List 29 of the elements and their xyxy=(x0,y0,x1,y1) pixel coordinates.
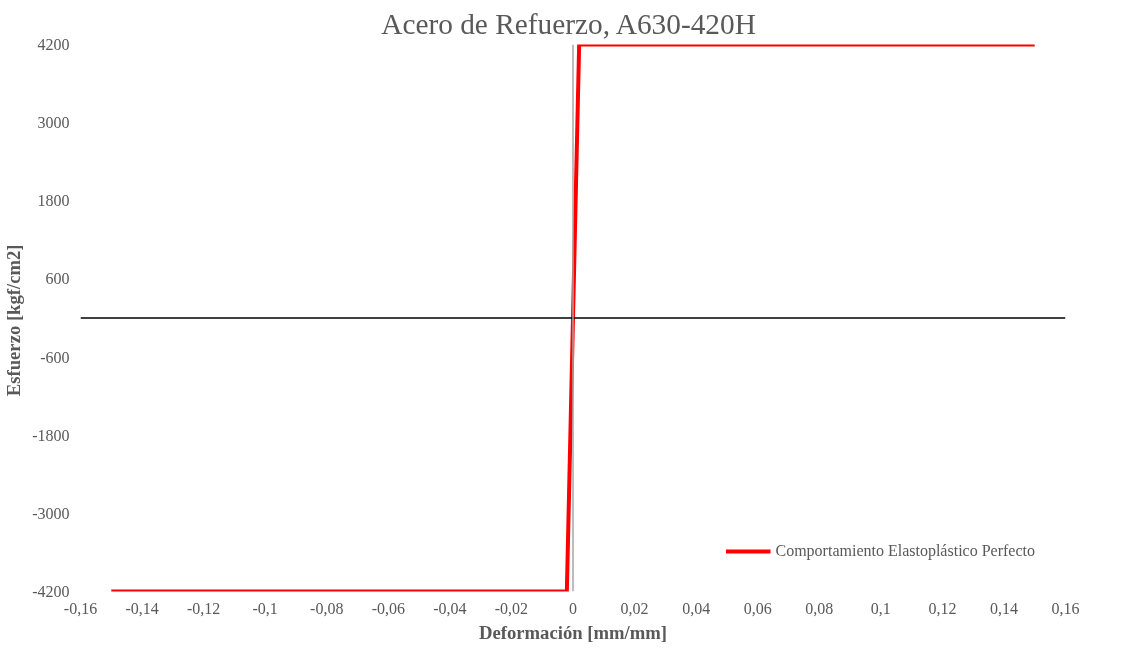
x-tick-label: -0,16 xyxy=(63,599,98,617)
y-tick-label: 1800 xyxy=(37,192,70,210)
x-tick-label: 0 xyxy=(569,599,577,617)
y-tick-label: 4200 xyxy=(37,36,70,53)
x-tick-label: -0,06 xyxy=(371,599,405,617)
y-tick-label: 3000 xyxy=(37,114,70,132)
chart-title: Acero de Refuerzo, A630-420H xyxy=(381,7,756,40)
x-tick-label: -0,02 xyxy=(494,599,529,617)
x-tick-label: -0,12 xyxy=(186,599,221,617)
x-tick-label: -0,08 xyxy=(310,599,344,617)
y-tick-label: 600 xyxy=(45,270,70,288)
x-tick-label: 0,06 xyxy=(743,599,772,617)
x-tick-label: 0,14 xyxy=(989,599,1018,617)
x-tick-label: -0,04 xyxy=(433,599,467,617)
y-tick-label: -3000 xyxy=(32,504,70,522)
x-tick-label: 0,04 xyxy=(682,599,711,617)
x-tick-label: 0,16 xyxy=(1051,599,1080,617)
x-tick-label: 0,02 xyxy=(620,599,649,617)
y-tick-label: -1800 xyxy=(32,426,70,444)
x-tick-label: 0,08 xyxy=(805,599,834,617)
x-tick-label: 0,1 xyxy=(870,599,891,617)
y-tick-label: -4200 xyxy=(32,583,70,600)
x-axis-title: Deformación [mm/mm] xyxy=(478,621,668,643)
x-tick-label: -0,14 xyxy=(125,599,159,617)
x-tick-label: 0,12 xyxy=(928,599,957,617)
y-axis-title: Esfuerzo [kgf/cm2] xyxy=(3,244,25,397)
legend-label: Comportamiento Elastoplástico Perfecto xyxy=(775,542,1035,560)
y-tick-label: -600 xyxy=(40,348,70,366)
x-tick-label: -0,1 xyxy=(252,599,278,617)
